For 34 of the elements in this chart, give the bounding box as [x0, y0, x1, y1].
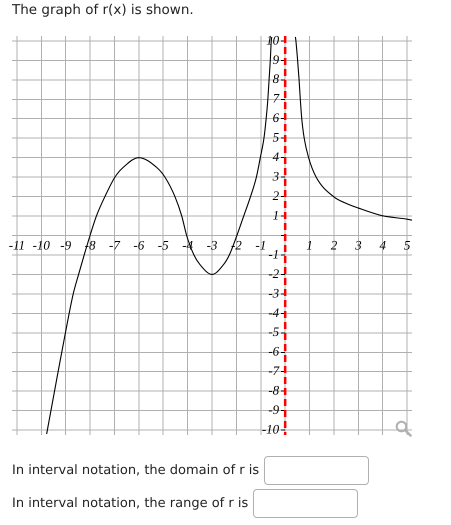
y-tick-label: -4	[268, 304, 280, 320]
y-tick-label: 6	[272, 110, 280, 126]
y-tick-label: 1	[272, 207, 280, 222]
x-tick-label: 3	[354, 238, 362, 253]
y-tick-label: -9	[268, 402, 280, 418]
y-tick-label: -7	[268, 363, 280, 378]
x-tick-label: -11	[8, 238, 26, 253]
x-tick-label: -7	[109, 238, 120, 253]
y-tick-label: -6	[268, 344, 280, 359]
y-tick-label: 3	[272, 168, 280, 184]
text: In interval notation, the range of r is	[12, 496, 248, 510]
x-tick-label: 4	[379, 238, 386, 253]
x-tick-label: -5	[158, 238, 170, 253]
chart-title: The graph of r(x) is shown.	[12, 2, 194, 18]
y-tick-label: 9	[272, 52, 280, 67]
x-tick-label: 1	[306, 238, 313, 253]
x-tick-label: -6	[133, 238, 145, 253]
x-tick-label: -10	[32, 238, 50, 253]
y-tick-label: 7	[272, 90, 280, 106]
y-tick-label: 2	[272, 188, 280, 203]
y-tick-label: -10	[262, 422, 280, 437]
x-tick-label: 2	[330, 238, 338, 253]
y-tick-label: 5	[272, 130, 280, 145]
y-tick-label: -3	[268, 285, 280, 300]
x-tick-label: -9	[60, 238, 72, 253]
y-tick-label: 8	[272, 71, 280, 86]
y-tick-label: -8	[268, 382, 280, 398]
y-tick-label: -2	[268, 266, 280, 281]
x-tick-label: 5	[404, 238, 411, 253]
y-tick-label: 4	[272, 149, 280, 164]
y-tick-label: -5	[268, 324, 280, 340]
text: In interval notation, the domain of r is	[12, 462, 260, 478]
x-tick-label: -1	[255, 238, 266, 253]
x-tick-label: -3	[206, 238, 218, 253]
